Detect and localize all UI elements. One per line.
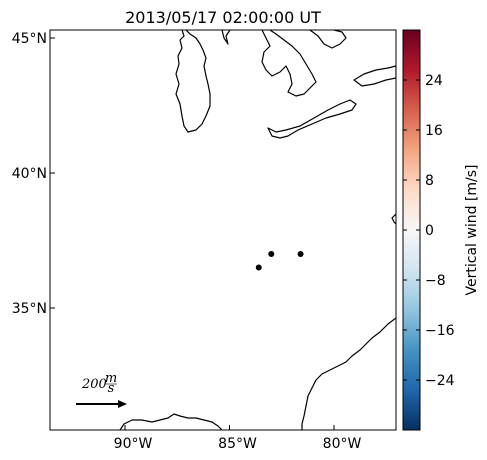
map-title: 2013/05/17 02:00:00 UT bbox=[125, 8, 321, 27]
reference-vector-unit-den: s bbox=[108, 381, 115, 396]
coastline-lake-michigan bbox=[175, 30, 211, 133]
coastline-georgian-bay bbox=[309, 30, 347, 49]
reference-vector-value: 200 bbox=[81, 377, 107, 392]
colorbar-tick-label: 8 bbox=[425, 173, 434, 189]
station-marker bbox=[297, 251, 304, 257]
coastline-gulf bbox=[119, 413, 223, 430]
latitude-tick-label: 40°N bbox=[12, 166, 47, 182]
longitude-tick-label: 90°W bbox=[114, 436, 153, 452]
longitude-ticks: 90°W 85°W 80°W bbox=[114, 425, 362, 452]
reference-vector: 200 m s bbox=[76, 371, 127, 408]
colorbar: 24 16 8 0 −8 −16 −24 Vertical wind [m/s] bbox=[402, 29, 480, 431]
colorbar-tick-label: 0 bbox=[425, 223, 434, 239]
colorbar-tick-label: −24 bbox=[425, 373, 455, 389]
latitude-ticks: 45°N 40°N 35°N bbox=[12, 31, 55, 317]
colorbar-tick-label: −16 bbox=[425, 323, 455, 339]
station-marker bbox=[268, 251, 275, 257]
colorbar-label: Vertical wind [m/s] bbox=[464, 165, 480, 296]
colorbar-tick-label: −8 bbox=[425, 273, 446, 289]
coastline-east-edge bbox=[391, 213, 396, 225]
coastline-lake-erie bbox=[267, 99, 357, 139]
longitude-tick-label: 85°W bbox=[218, 436, 257, 452]
colorbar-tick-label: 16 bbox=[425, 123, 443, 139]
station-marker bbox=[255, 264, 262, 271]
reference-arrowhead bbox=[118, 400, 127, 408]
reference-vector-unit-num: m bbox=[105, 371, 117, 386]
coastline-michigan-east bbox=[221, 30, 231, 45]
coastline-atlantic bbox=[301, 317, 396, 430]
colorbar-ticks: 24 16 8 0 −8 −16 −24 bbox=[403, 73, 455, 389]
coastline-lake-ontario bbox=[353, 65, 396, 87]
map-frame bbox=[49, 29, 397, 431]
coastline-lake-huron bbox=[261, 30, 317, 97]
colorbar-tick-label: 24 bbox=[425, 73, 443, 89]
longitude-tick-label: 80°W bbox=[323, 436, 362, 452]
latitude-tick-label: 45°N bbox=[12, 31, 47, 47]
station-markers bbox=[255, 251, 304, 271]
latitude-tick-label: 35°N bbox=[12, 301, 47, 317]
